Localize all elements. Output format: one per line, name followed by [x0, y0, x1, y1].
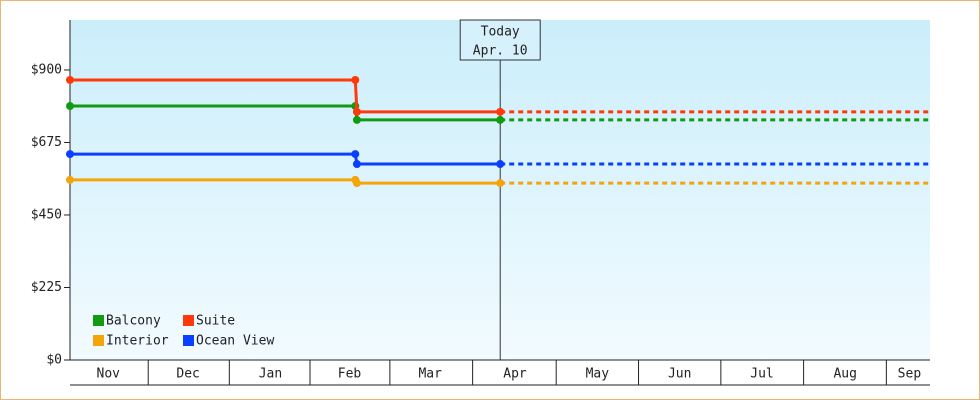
- point: [66, 175, 74, 184]
- point: [351, 75, 360, 84]
- y-tick-label: $225: [31, 280, 62, 295]
- x-tick-label: Jul: [750, 367, 773, 382]
- series-line: [70, 78, 501, 114]
- x-tick-label: Jun: [668, 367, 691, 382]
- legend-swatch: [183, 315, 194, 326]
- x-tick-label: Nov: [97, 367, 121, 382]
- x-tick-label: Apr: [503, 367, 527, 382]
- x-tick-label: Mar: [418, 367, 442, 382]
- today-label: Today: [481, 25, 520, 40]
- point: [66, 102, 74, 111]
- point: [66, 75, 74, 84]
- legend-label: Balcony: [106, 314, 161, 329]
- legend-swatch: [183, 335, 194, 346]
- point: [352, 160, 361, 169]
- legend-swatch: [93, 335, 104, 346]
- point: [496, 160, 505, 169]
- y-tick-label: $0: [46, 353, 62, 368]
- x-tick-label: Jan: [259, 367, 282, 382]
- legend-label: Suite: [196, 314, 235, 329]
- x-tick-label: May: [586, 367, 610, 382]
- legend-label: Interior: [106, 334, 169, 349]
- legend-label: Ocean View: [196, 334, 274, 349]
- series-line: [70, 152, 501, 166]
- point: [496, 179, 505, 188]
- point: [351, 150, 360, 159]
- today-date: Apr. 10: [473, 44, 528, 59]
- x-tick-label: Feb: [338, 367, 362, 382]
- y-tick-label: $450: [31, 207, 62, 222]
- point: [496, 107, 505, 116]
- point: [352, 107, 361, 116]
- x-tick-label: Dec: [176, 367, 199, 382]
- point: [352, 179, 361, 188]
- point: [496, 115, 505, 124]
- y-tick-label: $900: [31, 62, 62, 77]
- point: [352, 115, 361, 124]
- x-tick-label: Sep: [898, 367, 922, 382]
- x-tick-label: Aug: [833, 367, 856, 382]
- y-tick-label: $675: [31, 135, 62, 150]
- legend-swatch: [93, 315, 104, 326]
- today-box: [459, 19, 541, 61]
- point: [66, 150, 74, 159]
